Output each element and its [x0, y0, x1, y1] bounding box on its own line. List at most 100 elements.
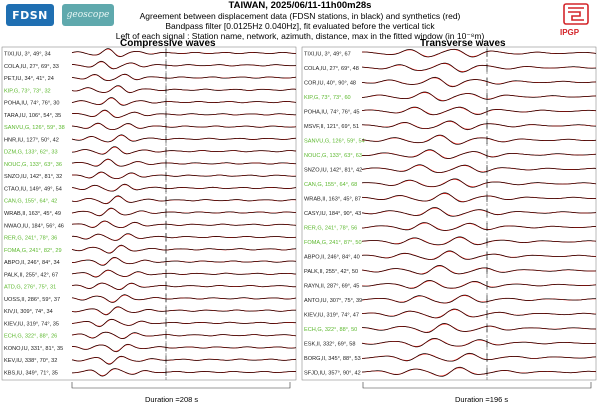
observed-waveform	[71, 60, 297, 70]
synthetic-waveform	[361, 207, 597, 217]
observed-waveform	[71, 220, 297, 229]
compressive-duration: Duration =208 s	[145, 395, 199, 404]
station-label: POHA,IU, 74°, 76°, 30	[4, 101, 59, 107]
panel-frame	[1, 46, 297, 381]
synthetic-waveform	[72, 233, 297, 241]
station-label: KIEV,IU, 319°, 74°, 47	[304, 313, 359, 319]
observed-waveform	[361, 265, 597, 275]
duration-scale-bar	[362, 382, 592, 389]
header-description: Agreement between displacement data (FDS…	[139, 11, 461, 21]
observed-waveform	[71, 183, 297, 192]
station-label: CAN,G, 155°, 64°, 68	[304, 182, 357, 188]
station-label: SNZO,IU, 142°, 81°, 32	[4, 174, 62, 180]
synthetic-waveform	[361, 48, 597, 58]
synthetic-waveform	[71, 123, 297, 131]
observed-waveform	[71, 257, 297, 266]
observed-waveform	[71, 207, 297, 217]
station-label: CASY,IU, 184°, 90°, 43	[304, 211, 361, 217]
station-label: KBS,IU, 349°, 71°, 35	[4, 371, 58, 377]
station-label: TIXI,IU, 3°, 49°, 34	[4, 52, 51, 58]
observed-waveform	[362, 322, 597, 334]
header-legend: Left of each signal : Station name, netw…	[115, 31, 485, 41]
station-label: ABPO,II, 246°, 84°, 40	[304, 255, 360, 261]
observed-waveform	[71, 73, 297, 81]
station-label: TARA,IU, 106°, 54°, 35	[4, 113, 61, 119]
observed-waveform	[71, 355, 297, 365]
station-label: ABPO,II, 246°, 84°, 34	[4, 260, 60, 266]
observed-waveform	[361, 164, 597, 173]
station-label: SANVU,G, 126°, 59°, 38	[4, 125, 65, 131]
synthetic-waveform	[71, 110, 296, 118]
station-label: ECH,G, 322°, 88°, 26	[4, 334, 57, 340]
observed-waveform	[71, 146, 297, 155]
station-label: UOSS,II, 286°, 59°, 37	[4, 297, 60, 303]
station-label: CTAO,IU, 149°, 49°, 54	[4, 186, 62, 192]
station-label: NOUC,G, 133°, 63°, 36	[4, 162, 62, 168]
geoscope-logo-text: geoscope	[66, 10, 110, 20]
station-label: KIP,G, 73°, 73°, 32	[4, 88, 51, 94]
fdsn-logo: FDSN	[6, 4, 54, 26]
observed-waveform	[71, 306, 296, 316]
compressive-panel-title: Compressive waves	[120, 38, 216, 49]
observed-waveform	[361, 192, 597, 203]
observed-waveform	[71, 195, 297, 205]
observed-waveform	[71, 331, 297, 340]
observed-waveform	[71, 233, 297, 241]
observed-waveform	[362, 120, 596, 131]
observed-waveform	[71, 85, 297, 94]
panel-frame	[301, 46, 597, 381]
station-label: KIP,G, 73°, 73°, 60	[304, 95, 351, 101]
synthetic-waveform	[361, 323, 596, 333]
observed-waveform	[361, 352, 597, 362]
observed-waveform	[72, 343, 297, 353]
synthetic-waveform	[361, 192, 597, 203]
observed-waveform	[71, 368, 297, 377]
synthetic-waveform	[71, 306, 296, 315]
station-label: KEV,IU, 338°, 70°, 32	[4, 358, 57, 364]
synthetic-waveform	[361, 265, 597, 275]
synthetic-waveform	[71, 220, 297, 229]
observed-waveform	[71, 294, 297, 303]
synthetic-waveform	[361, 250, 597, 260]
station-label: RAYN,II, 287°, 69°, 45	[304, 284, 359, 290]
observed-waveform	[361, 91, 597, 102]
synthetic-waveform	[71, 159, 297, 167]
station-label: WRAB,II, 163°, 45°, 49	[4, 211, 61, 217]
ipgp-emblem-icon	[563, 3, 589, 25]
station-label: RER,G, 241°, 78°, 56	[304, 226, 357, 232]
station-label: ESK,II, 332°, 69°, 58	[304, 342, 355, 348]
observed-waveform	[71, 318, 297, 328]
synthetic-waveform	[361, 309, 597, 319]
observed-waveform	[71, 48, 297, 58]
station-label: SNZO,IU, 142°, 81°, 42	[304, 168, 362, 174]
observed-waveform	[361, 236, 597, 246]
observed-waveform	[71, 269, 297, 278]
station-label: PALK,II, 255°, 42°, 67	[4, 272, 58, 278]
observed-waveform	[72, 171, 297, 179]
observed-waveform	[71, 158, 296, 167]
observed-waveform	[361, 280, 597, 289]
ipgp-logo: IPGP	[556, 2, 596, 38]
observed-waveform	[361, 134, 597, 145]
observed-waveform	[71, 282, 296, 291]
transverse-duration: Duration =196 s	[455, 395, 509, 404]
fdsn-logo-text: FDSN	[12, 8, 48, 22]
station-label: SANVU,G, 126°, 59°, 54	[304, 139, 365, 145]
ipgp-logo-text: IPGP	[560, 28, 580, 37]
synthetic-waveform	[361, 77, 597, 87]
station-label: POHA,IU, 74°, 76°, 45	[304, 110, 359, 116]
observed-waveform	[361, 76, 597, 88]
station-label: ECH,G, 322°, 88°, 50	[304, 327, 357, 333]
observed-waveform	[361, 222, 597, 231]
observed-waveform	[71, 134, 297, 143]
station-label: KIEV,IU, 319°, 74°, 35	[4, 321, 59, 327]
station-label: NOUC,G, 133°, 63°, 63	[304, 153, 362, 159]
station-label: FOMA,G, 241°, 87°, 50	[304, 240, 362, 246]
duration-scale-bar	[71, 382, 291, 389]
observed-waveform	[361, 308, 597, 319]
observed-waveform	[361, 62, 597, 73]
observed-waveform	[361, 366, 597, 377]
header-filter: Bandpass filter [0.0125Hz 0.040Hz], fit …	[165, 21, 435, 31]
station-label: HNR,IU, 127°, 50°, 42	[4, 137, 59, 143]
station-label: SFJD,IU, 357°, 90°, 42	[304, 371, 361, 377]
